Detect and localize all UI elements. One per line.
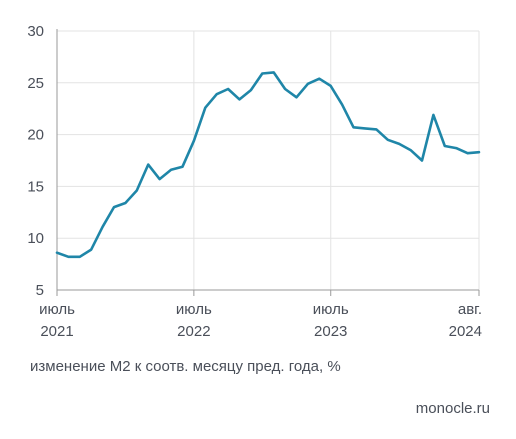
axes <box>56 29 480 296</box>
y-tick-label: 5 <box>36 282 44 299</box>
x-tick-year-label: 2024 <box>449 323 482 340</box>
series <box>55 71 481 259</box>
y-tick-label: 25 <box>27 75 44 92</box>
x-tick-label: июль <box>313 301 349 318</box>
x-tick-label: авг. <box>458 301 482 318</box>
grid <box>57 30 480 290</box>
chart-caption: изменение М2 к соотв. месяцу пред. года,… <box>30 358 341 375</box>
x-tick-year-label: 2022 <box>177 323 210 340</box>
y-tick-label: 30 <box>27 23 44 40</box>
chart: 5 10 15 20 25 30 июль 2021 июль 2022 июль 2023 авг.… <box>27 23 482 340</box>
x-tick-label: июль <box>39 301 75 318</box>
y-tick-label: 15 <box>27 178 44 195</box>
series-line <box>55 71 481 259</box>
y-tick-label: 10 <box>27 230 44 247</box>
y-tick-label: 20 <box>27 127 44 144</box>
x-tick-year-label: 2023 <box>314 323 347 340</box>
x-tick-year-label: 2021 <box>40 323 73 340</box>
x-tick-label: июль <box>176 301 212 318</box>
y-tick-labels: 5 10 15 20 25 30 <box>27 23 44 299</box>
source-label: monocle.ru <box>415 400 490 417</box>
x-tick-labels: июль 2021 июль 2022 июль 2023 авг. 2024 <box>39 301 482 340</box>
